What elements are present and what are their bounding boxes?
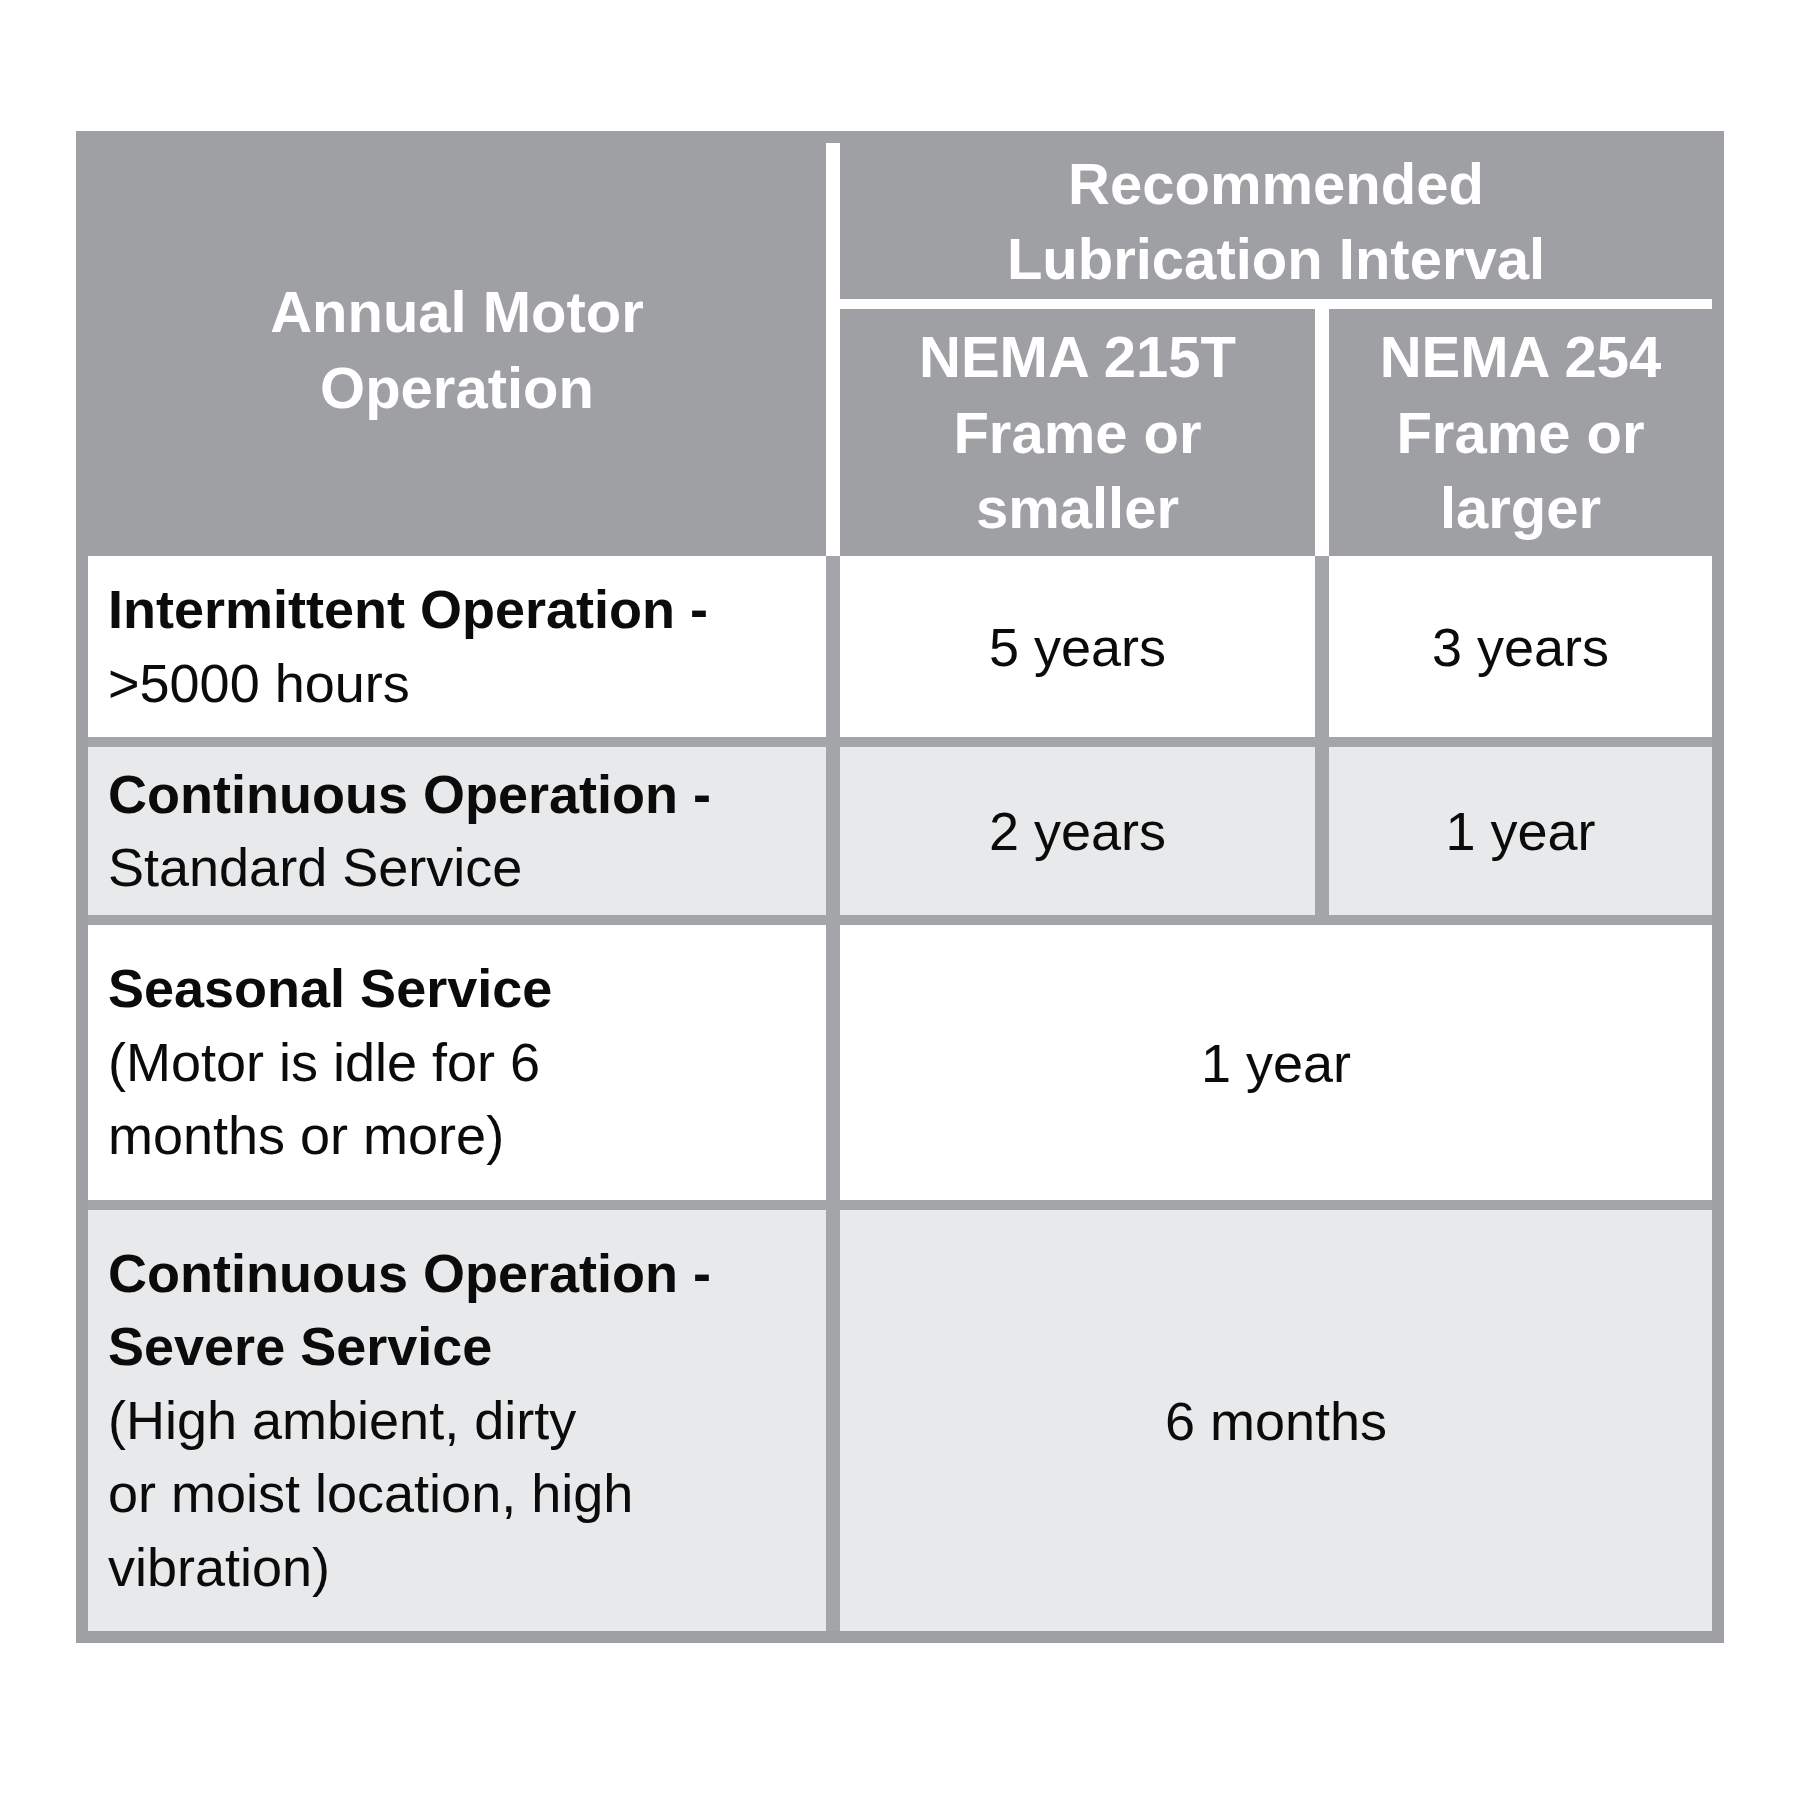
row-divider — [88, 1200, 1712, 1210]
header-annual-motor-operation: Annual Motor Operation — [88, 143, 826, 556]
body-vertical-divider — [826, 747, 840, 915]
row-continuous-severe-label-rest: (High ambient, dirty or moist location, … — [108, 1384, 814, 1604]
cell-continuous-standard-nema215t: 2 years — [840, 747, 1315, 915]
header-group-recommended-lubrication-interval: Recommended Lubrication Interval — [840, 143, 1712, 299]
header-nema-254-frame-or-larger: NEMA 254 Frame or larger — [1329, 309, 1712, 556]
page: Annual Motor Operation Recommended Lubri… — [0, 0, 1800, 1800]
row-intermittent-operation-label-rest: >5000 hours — [108, 647, 814, 720]
body-vertical-divider — [826, 925, 840, 1200]
row-divider — [88, 915, 1712, 925]
body-vertical-divider — [1315, 556, 1329, 737]
row-continuous-severe-label: Continuous Operation - Severe Service (H… — [88, 1210, 826, 1631]
row-seasonal-service-label-rest: (Motor is idle for 6 months or more) — [108, 1026, 814, 1173]
cell-continuous-severe-interval: 6 months — [840, 1210, 1712, 1631]
row-continuous-standard-label: Continuous Operation - Standard Service — [88, 747, 826, 915]
cell-intermittent-nema215t: 5 years — [840, 556, 1315, 737]
body-vertical-divider — [826, 556, 840, 737]
header-horizontal-divider — [840, 299, 1712, 309]
lubrication-interval-table: Annual Motor Operation Recommended Lubri… — [76, 131, 1724, 1643]
row-continuous-standard-label-bold: Continuous Operation - — [108, 758, 814, 831]
row-intermittent-operation-label-bold: Intermittent Operation - — [108, 573, 814, 646]
body-vertical-divider — [1315, 747, 1329, 915]
row-seasonal-service-label-bold: Seasonal Service — [108, 952, 814, 1025]
header-nema-215t-frame-or-smaller: NEMA 215T Frame or smaller — [840, 309, 1315, 556]
cell-continuous-standard-nema254: 1 year — [1329, 747, 1712, 915]
header-vertical-divider-left — [826, 143, 840, 556]
row-intermittent-operation-label: Intermittent Operation - >5000 hours — [88, 556, 826, 737]
header-vertical-divider-middle — [1315, 309, 1329, 556]
cell-intermittent-nema254: 3 years — [1329, 556, 1712, 737]
row-continuous-standard-label-rest: Standard Service — [108, 831, 814, 904]
row-continuous-severe-label-bold: Continuous Operation - Severe Service — [108, 1237, 814, 1384]
cell-seasonal-service-interval: 1 year — [840, 925, 1712, 1200]
row-divider — [88, 737, 1712, 747]
body-vertical-divider — [826, 1210, 840, 1631]
row-seasonal-service-label: Seasonal Service (Motor is idle for 6 mo… — [88, 925, 826, 1200]
